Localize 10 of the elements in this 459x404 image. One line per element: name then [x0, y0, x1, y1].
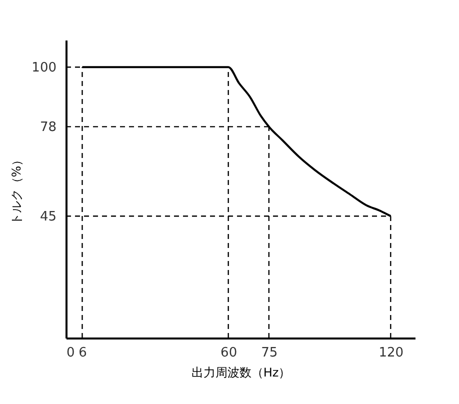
- y-tick-label: 45: [40, 210, 56, 225]
- y-tick-label: 78: [40, 120, 56, 136]
- x-tick-label: 60: [220, 346, 238, 360]
- x-tick-label: 0: [66, 346, 75, 360]
- y-axis-title: トルク（%）: [10, 154, 24, 226]
- x-axis-title: 出力周波数（Hz）: [191, 366, 291, 380]
- y-tick-label: 100: [32, 60, 56, 76]
- x-tick-label: 6: [78, 346, 87, 360]
- x-tick-label: 75: [261, 346, 278, 360]
- x-tick-label: 120: [378, 346, 404, 360]
